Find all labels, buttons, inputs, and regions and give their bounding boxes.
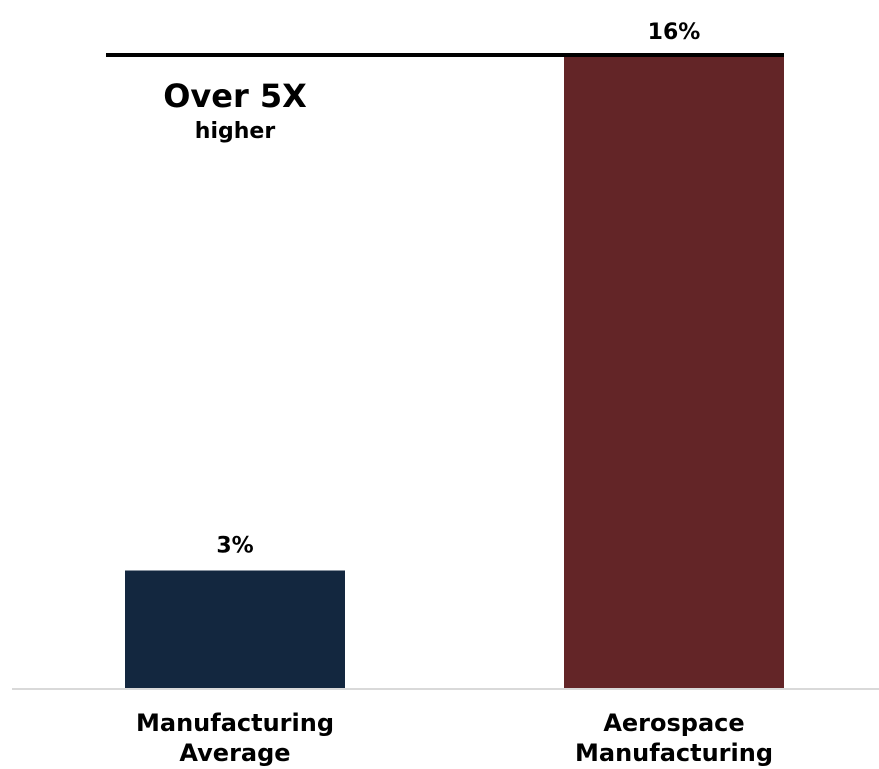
comparison-annotation-main: Over 5X bbox=[163, 77, 307, 115]
category-label: Manufacturing bbox=[575, 739, 773, 767]
data-label: 16% bbox=[648, 20, 701, 45]
category-label: Average bbox=[179, 739, 290, 767]
data-label: 3% bbox=[216, 534, 253, 559]
category-labels-layer: ManufacturingAverageAerospaceManufacturi… bbox=[136, 709, 773, 767]
bar-manufacturing-average bbox=[125, 570, 345, 689]
labels-layer: 3% 16% bbox=[216, 20, 700, 559]
bars-layer bbox=[125, 57, 784, 689]
category-label: Aerospace bbox=[603, 709, 744, 737]
comparison-annotation-sub: higher bbox=[194, 119, 276, 144]
category-label: Manufacturing bbox=[136, 709, 334, 737]
bar-aerospace-manufacturing bbox=[564, 57, 784, 689]
